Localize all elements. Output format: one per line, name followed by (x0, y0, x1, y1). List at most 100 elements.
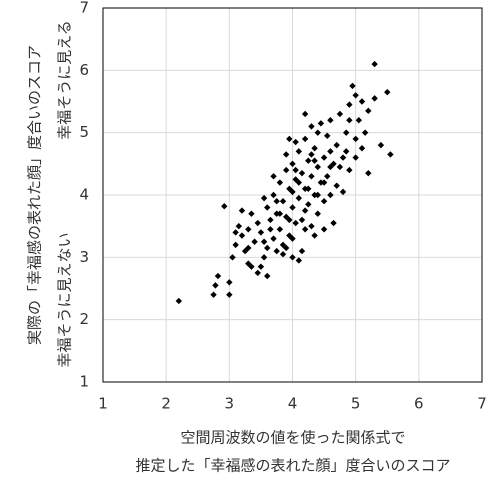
point (324, 132, 331, 139)
point (226, 279, 233, 286)
point (279, 198, 287, 205)
point (282, 151, 290, 158)
point (377, 141, 385, 149)
point (346, 117, 353, 124)
point (292, 138, 299, 146)
point (273, 198, 280, 205)
point (245, 226, 252, 233)
point (327, 163, 334, 171)
point (270, 235, 277, 242)
point (311, 232, 318, 239)
point (292, 166, 299, 174)
y-tick-label: 4 (79, 186, 89, 204)
point (295, 148, 303, 155)
x-tick-label: 2 (161, 395, 171, 413)
y-tick-label: 7 (79, 0, 89, 17)
point (295, 194, 303, 202)
point (314, 210, 321, 217)
point (358, 145, 366, 152)
point (238, 232, 246, 239)
point (330, 219, 337, 227)
y-tick-label: 2 (79, 310, 89, 328)
point (286, 216, 293, 224)
point (298, 169, 306, 177)
point (339, 188, 347, 196)
point (336, 110, 344, 118)
point (314, 191, 321, 199)
x-tick-label: 4 (288, 395, 298, 413)
point (352, 154, 359, 161)
point (210, 291, 217, 298)
point (346, 101, 353, 108)
x-tick-label: 5 (351, 395, 361, 413)
point (387, 151, 394, 158)
y-axis-label: 実際の「幸福感の表れた顔」度合いのスコア (26, 45, 44, 345)
point (276, 226, 284, 233)
point (270, 173, 277, 180)
point (365, 169, 372, 177)
point (305, 201, 312, 208)
point (295, 257, 303, 264)
point (384, 88, 391, 96)
point (305, 157, 312, 164)
point (289, 160, 296, 168)
point (317, 120, 325, 127)
y-tick-label: 5 (79, 123, 89, 141)
point (352, 92, 359, 99)
point (229, 254, 236, 261)
point (260, 254, 268, 261)
point (298, 247, 306, 255)
point (349, 82, 356, 90)
x-axis-label: 空間周波数の値を使った関係式で (180, 429, 405, 447)
point (371, 95, 378, 102)
point (333, 141, 340, 149)
point (301, 135, 309, 143)
point (352, 135, 359, 143)
point (305, 185, 312, 192)
point (342, 129, 350, 136)
point (339, 154, 347, 161)
point (241, 247, 249, 255)
y-annotation-high: 幸福そうに見える (56, 20, 74, 140)
point (308, 151, 315, 158)
point (251, 238, 258, 245)
point (260, 194, 268, 202)
point (371, 60, 378, 68)
point (292, 219, 299, 227)
y-tick-label: 6 (79, 61, 89, 79)
point (336, 163, 344, 171)
plot-frame (102, 7, 483, 383)
y-annotation-low: 幸福そうに見えない (56, 232, 74, 367)
point (257, 229, 265, 236)
point (267, 216, 274, 224)
point (254, 269, 261, 277)
point (286, 135, 293, 143)
point (214, 272, 222, 280)
point (295, 179, 303, 186)
point (276, 210, 284, 217)
point (257, 263, 265, 270)
point (175, 297, 182, 305)
point (248, 210, 255, 217)
point (320, 179, 328, 186)
point (289, 204, 296, 211)
point (264, 272, 271, 280)
point (320, 198, 328, 205)
point (358, 98, 366, 105)
point (279, 251, 287, 258)
point (314, 163, 321, 171)
point (308, 123, 315, 130)
point (342, 148, 350, 155)
y-tick-label: 1 (79, 373, 89, 391)
point (232, 241, 239, 249)
y-tick-label: 3 (79, 248, 89, 266)
point (254, 219, 261, 227)
point (301, 226, 309, 233)
point (270, 191, 277, 199)
x-tick-label: 3 (225, 395, 235, 413)
point (260, 238, 268, 245)
point (212, 282, 219, 289)
point (267, 226, 274, 233)
point (308, 173, 315, 180)
point (282, 244, 290, 252)
